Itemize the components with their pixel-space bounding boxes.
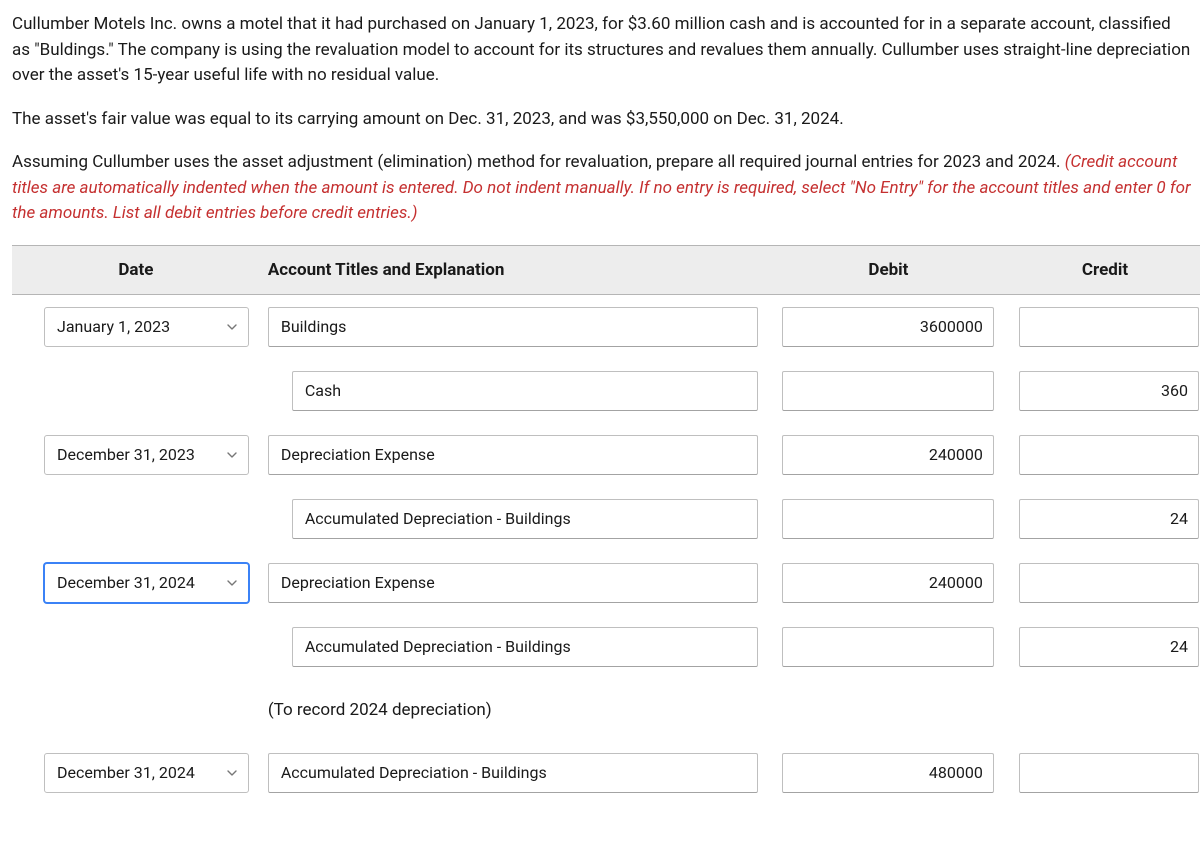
- credit-input[interactable]: 24: [1019, 499, 1199, 539]
- account-title-input[interactable]: Depreciation Expense: [268, 435, 758, 475]
- credit-input[interactable]: [1019, 307, 1199, 347]
- debit-input[interactable]: 3600000: [782, 307, 994, 347]
- credit-input[interactable]: [1019, 435, 1199, 475]
- credit-input[interactable]: 360: [1019, 371, 1199, 411]
- problem-paragraph-3: Assuming Cullumber uses the asset adjust…: [12, 150, 1192, 227]
- account-title-input[interactable]: Depreciation Expense: [268, 563, 758, 603]
- table-row: Accumulated Depreciation - Buildings 24: [12, 487, 1200, 551]
- date-select-value: December 31, 2024: [57, 763, 195, 782]
- chevron-down-icon: [226, 449, 238, 461]
- date-select-value: December 31, 2024: [57, 573, 195, 592]
- header-date: Date: [12, 245, 260, 295]
- table-row: January 1, 2023 Buildings 3600000: [12, 295, 1200, 359]
- table-row: December 31, 2024 Depreciation Expense 240…: [12, 551, 1200, 615]
- credit-input[interactable]: 24: [1019, 627, 1199, 667]
- journal-explanation: (To record 2024 depreciation): [268, 700, 766, 720]
- date-select-value: January 1, 2023: [57, 317, 170, 336]
- account-title-input[interactable]: Accumulated Depreciation - Buildings: [292, 627, 758, 667]
- debit-input[interactable]: 480000: [782, 753, 994, 793]
- chevron-down-icon: [226, 577, 238, 589]
- table-row: (To record 2024 depreciation): [12, 679, 1200, 741]
- problem-paragraph-2: The asset's fair value was equal to its …: [12, 107, 1192, 133]
- header-credit: Credit: [1003, 245, 1200, 295]
- journal-entry-table: Date Account Titles and Explanation Debi…: [12, 245, 1200, 805]
- header-account: Account Titles and Explanation: [260, 245, 774, 295]
- chevron-down-icon: [226, 321, 238, 333]
- debit-input[interactable]: [782, 499, 994, 539]
- date-select[interactable]: December 31, 2024: [44, 753, 249, 793]
- table-row: Cash 360: [12, 359, 1200, 423]
- debit-input[interactable]: [782, 627, 994, 667]
- date-select[interactable]: January 1, 2023: [44, 307, 249, 347]
- problem-paragraph-1: Cullumber Motels Inc. owns a motel that …: [12, 12, 1192, 89]
- debit-input[interactable]: 240000: [782, 435, 994, 475]
- table-row: December 31, 2023 Depreciation Expense 240…: [12, 423, 1200, 487]
- debit-input[interactable]: [782, 371, 994, 411]
- credit-input[interactable]: [1019, 753, 1199, 793]
- chevron-down-icon: [226, 767, 238, 779]
- date-select[interactable]: December 31, 2024: [44, 563, 249, 603]
- account-title-input[interactable]: Accumulated Depreciation - Buildings: [268, 753, 758, 793]
- debit-input[interactable]: 240000: [782, 563, 994, 603]
- table-row: December 31, 2024 Accumulated Depreciatio…: [12, 741, 1200, 805]
- date-select[interactable]: December 31, 2023: [44, 435, 249, 475]
- problem-paragraph-3-lead: Assuming Cullumber uses the asset adjust…: [12, 152, 1065, 172]
- account-title-input[interactable]: Buildings: [268, 307, 758, 347]
- account-title-input[interactable]: Cash: [292, 371, 758, 411]
- credit-input[interactable]: [1019, 563, 1199, 603]
- table-row: Accumulated Depreciation - Buildings 24: [12, 615, 1200, 679]
- header-debit: Debit: [774, 245, 1003, 295]
- table-header-row: Date Account Titles and Explanation Debi…: [12, 245, 1200, 295]
- account-title-input[interactable]: Accumulated Depreciation - Buildings: [292, 499, 758, 539]
- problem-text: Cullumber Motels Inc. owns a motel that …: [12, 12, 1200, 227]
- date-select-value: December 31, 2023: [57, 445, 195, 464]
